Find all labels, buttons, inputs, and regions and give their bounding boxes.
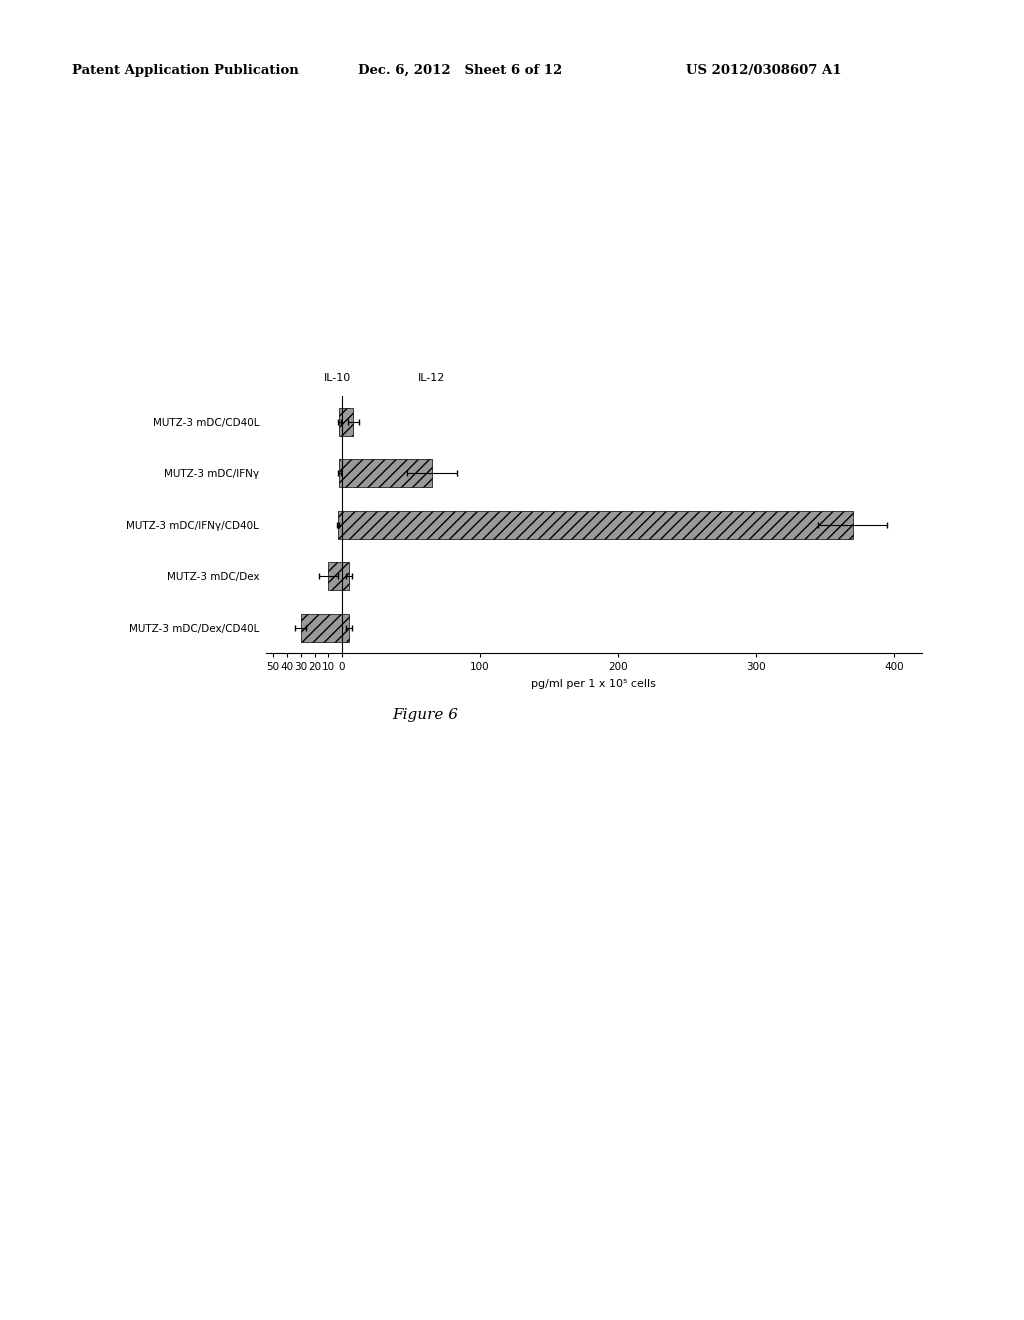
X-axis label: pg/ml per 1 x 10⁵ cells: pg/ml per 1 x 10⁵ cells [531,680,656,689]
Bar [329,562,342,590]
Bar [342,614,349,642]
Bar [342,408,353,436]
Bar [342,562,349,590]
Text: Figure 6: Figure 6 [392,709,458,722]
Text: Dec. 6, 2012   Sheet 6 of 12: Dec. 6, 2012 Sheet 6 of 12 [358,63,562,77]
Bar [342,511,853,539]
Bar [339,459,342,487]
Text: Patent Application Publication: Patent Application Publication [72,63,298,77]
Bar [338,511,342,539]
Text: US 2012/0308607 A1: US 2012/0308607 A1 [686,63,842,77]
Bar [342,459,432,487]
Bar [339,408,342,436]
Text: IL-10: IL-10 [325,372,351,383]
Text: IL-12: IL-12 [418,372,445,383]
Bar [301,614,342,642]
